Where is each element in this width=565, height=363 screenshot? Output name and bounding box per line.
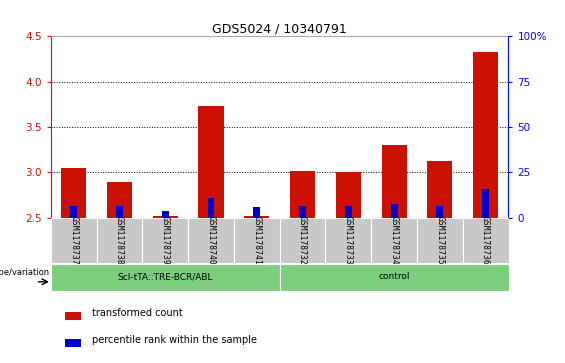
Bar: [381, 145, 407, 218]
Text: genotype/variation: genotype/variation: [0, 268, 50, 277]
Bar: [325, 218, 371, 263]
Text: GSM1178732: GSM1178732: [298, 216, 307, 265]
Bar: [482, 189, 489, 218]
Text: GSM1178735: GSM1178735: [436, 216, 444, 265]
Bar: [97, 218, 142, 263]
Bar: [64, 312, 81, 320]
Bar: [463, 218, 508, 263]
Text: GSM1178736: GSM1178736: [481, 216, 490, 265]
Bar: [162, 211, 169, 218]
Text: control: control: [379, 272, 410, 281]
Bar: [371, 218, 417, 263]
Text: GSM1178738: GSM1178738: [115, 216, 124, 265]
Bar: [417, 218, 463, 263]
Bar: [142, 218, 188, 263]
Bar: [64, 339, 81, 347]
Bar: [207, 198, 215, 218]
Bar: [280, 264, 508, 291]
Bar: [153, 216, 178, 218]
Text: Scl-tTA::TRE-BCR/ABL: Scl-tTA::TRE-BCR/ABL: [118, 272, 213, 281]
Bar: [436, 206, 444, 218]
Bar: [70, 206, 77, 218]
Bar: [390, 204, 398, 218]
Text: GSM1178741: GSM1178741: [253, 216, 261, 265]
Bar: [280, 218, 325, 263]
Bar: [290, 171, 315, 218]
Bar: [51, 264, 280, 291]
Bar: [198, 106, 224, 218]
Text: GSM1178739: GSM1178739: [161, 216, 169, 265]
Bar: [234, 218, 280, 263]
Bar: [107, 182, 132, 218]
Bar: [188, 218, 234, 263]
Bar: [345, 206, 352, 218]
Text: GSM1178740: GSM1178740: [207, 216, 215, 265]
Bar: [427, 160, 453, 218]
Bar: [51, 218, 97, 263]
Text: GSM1178737: GSM1178737: [69, 216, 78, 265]
Title: GDS5024 / 10340791: GDS5024 / 10340791: [212, 22, 347, 35]
Text: GSM1178733: GSM1178733: [344, 216, 353, 265]
Bar: [299, 206, 306, 218]
Text: percentile rank within the sample: percentile rank within the sample: [92, 335, 257, 344]
Bar: [253, 207, 260, 218]
Bar: [61, 168, 86, 218]
Bar: [473, 52, 498, 218]
Text: transformed count: transformed count: [92, 307, 183, 318]
Text: GSM1178734: GSM1178734: [390, 216, 398, 265]
Bar: [244, 216, 270, 218]
Bar: [336, 172, 361, 218]
Bar: [116, 206, 123, 218]
